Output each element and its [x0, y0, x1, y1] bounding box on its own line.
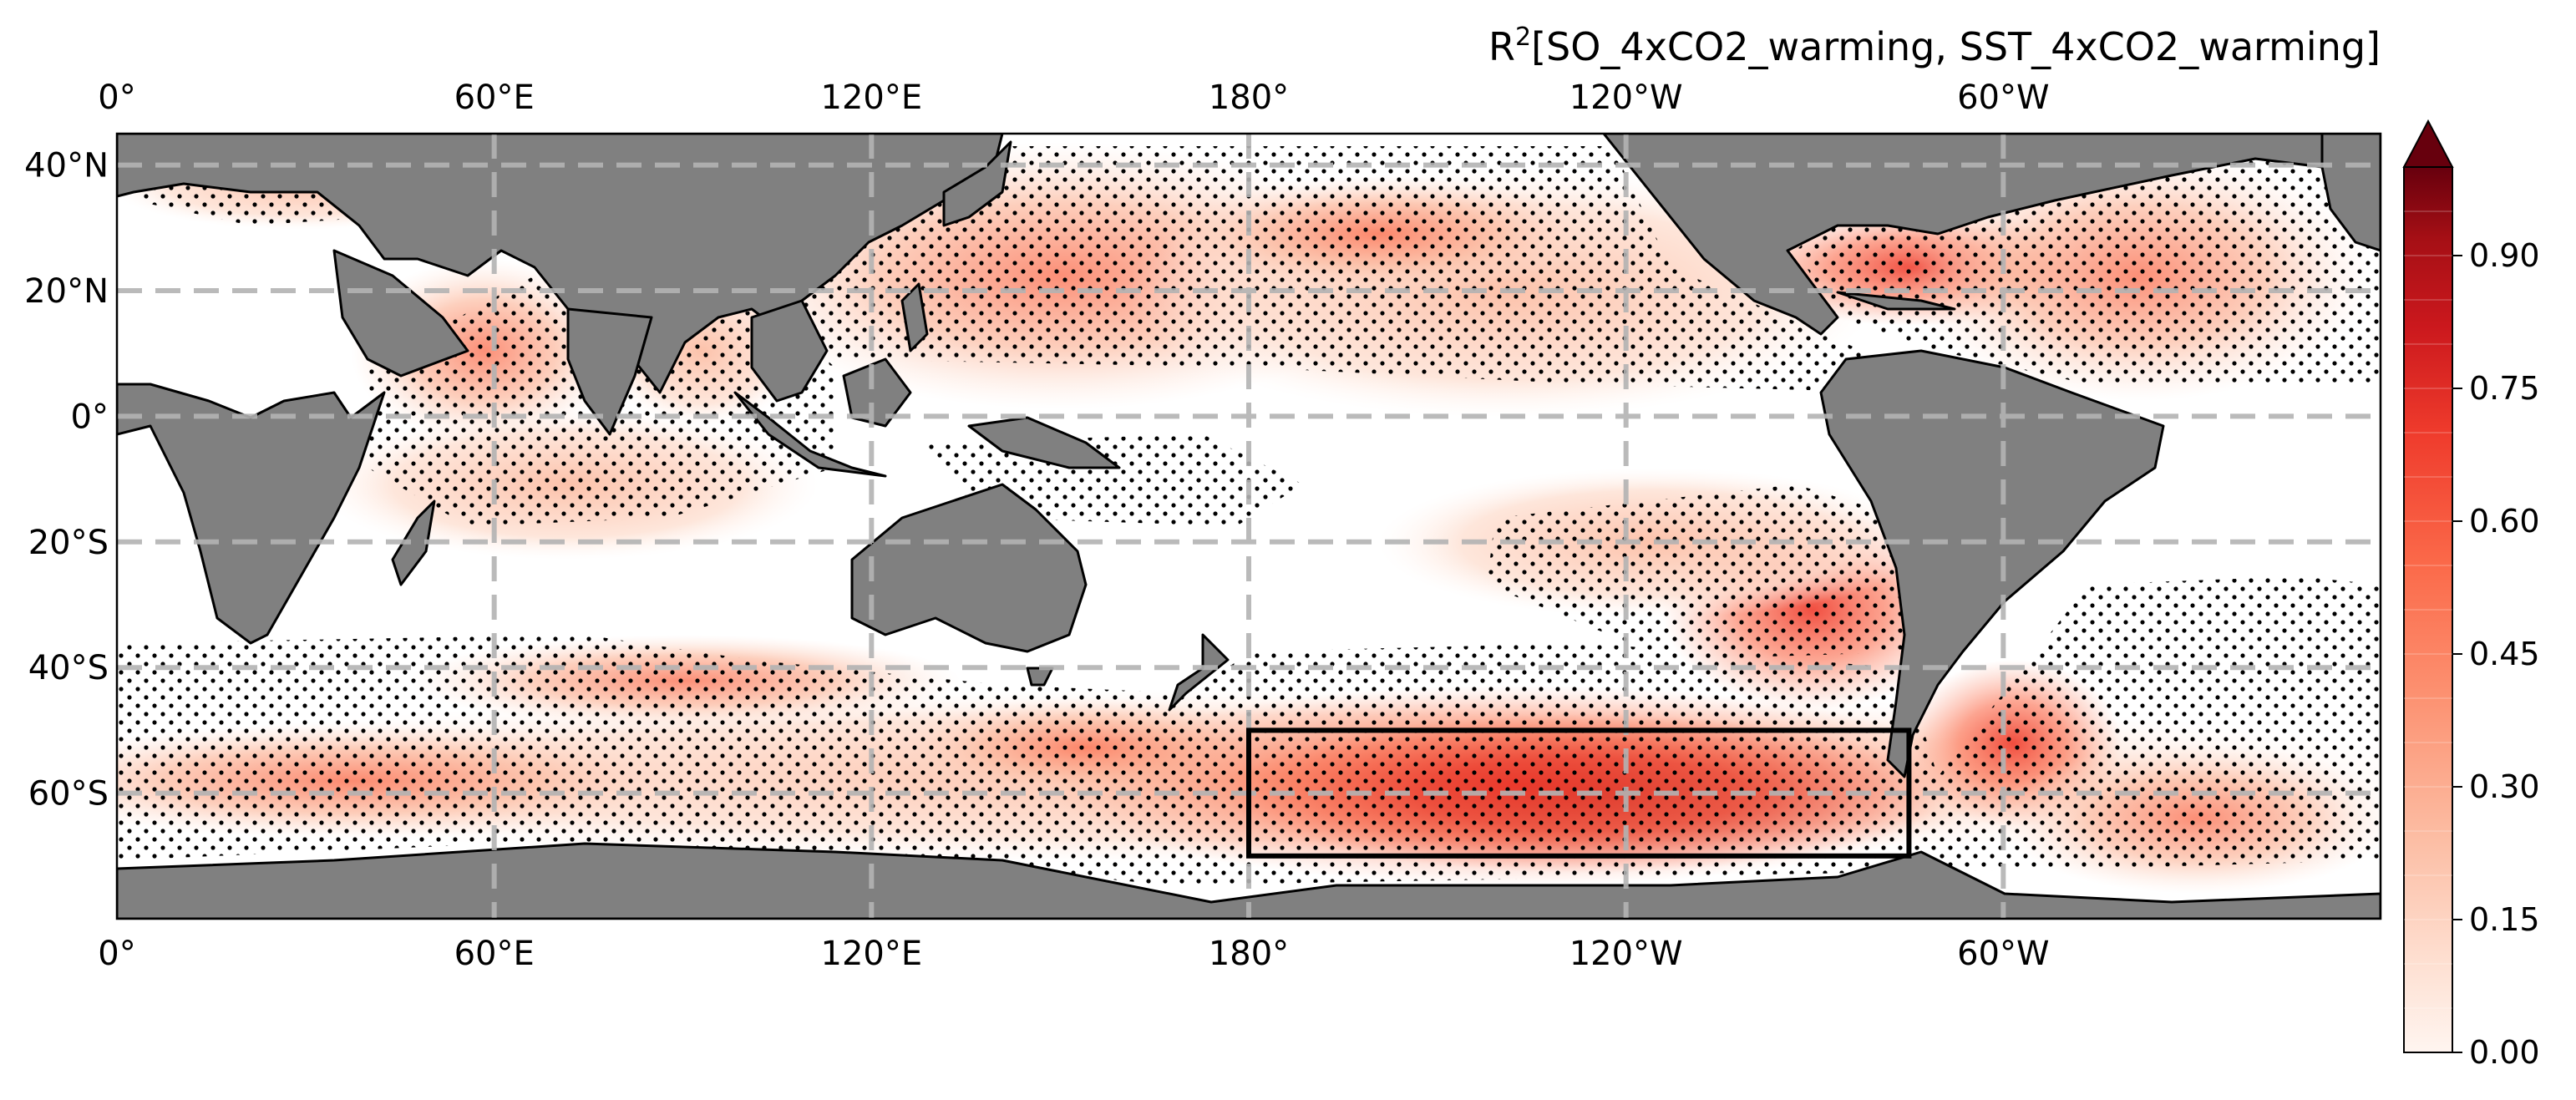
- land-new-guinea: [967, 416, 1121, 469]
- colorbar-levels: [2404, 210, 2452, 1009]
- colorbar-tick-label: 0.45: [2469, 636, 2540, 672]
- x-tick-label-top: 60°E: [454, 79, 535, 117]
- y-tick-label: 0°: [71, 398, 109, 436]
- land-madagascar: [391, 499, 436, 586]
- x-tick-label-bottom: 180°: [1209, 935, 1289, 973]
- land-southeast-asia: [750, 299, 829, 403]
- colorbar: 0.00 0.15 0.30 0.45 0.60 0.75 0.90: [2402, 119, 2540, 1071]
- x-ticks-bottom: 0° 60°E 120°E 180° 120°W 60°W: [98, 935, 2049, 973]
- land-india: [566, 307, 653, 436]
- x-tick-label-top: 120°W: [1569, 79, 1683, 117]
- region-box: [1246, 727, 1912, 859]
- map-frame: [115, 132, 2382, 920]
- colorbar-tick-label: 0.30: [2469, 768, 2540, 805]
- y-tick-label: 60°S: [28, 775, 109, 814]
- land-arabia: [332, 249, 469, 378]
- colorbar-tick-label: 0.90: [2469, 237, 2540, 274]
- map-title: R2[SO_4xCO2_warming, SST_4xCO2_warming]: [1488, 23, 2381, 69]
- stipple-se-pacific: [1487, 484, 1921, 660]
- land-borneo: [842, 357, 912, 428]
- land-caribbean-cuba: [1836, 291, 1956, 311]
- land-south-america: [1819, 349, 2165, 778]
- x-tick-label-bottom: 60°E: [454, 935, 535, 973]
- stipple-north-pacific: [752, 146, 1904, 393]
- x-ticks-top: 0° 60°E 120°E 180° 120°W 60°W: [98, 79, 2049, 117]
- colorbar-tick-label: 0.75: [2469, 370, 2540, 407]
- x-tick-label-top: 180°: [1209, 79, 1289, 117]
- x-tick-label-bottom: 120°W: [1569, 935, 1683, 973]
- land-antarctica: [117, 842, 2381, 919]
- x-tick-label-top: 120°E: [821, 79, 923, 117]
- x-tick-label-top: 0°: [98, 79, 135, 117]
- y-tick-label: 40°S: [28, 649, 109, 687]
- map-panel: [117, 134, 2381, 919]
- y-tick-label: 40°N: [24, 147, 109, 185]
- colorbar-tick-label: 0.15: [2469, 901, 2540, 938]
- y-ticks-left: 40°N 20°N 0° 20°S 40°S 60°S: [24, 147, 109, 814]
- y-tick-label: 20°S: [28, 524, 109, 562]
- colorbar-tick-label: 0.00: [2469, 1034, 2540, 1071]
- x-tick-label-bottom: 0°: [98, 935, 135, 973]
- x-tick-label-bottom: 60°W: [1957, 935, 2049, 973]
- land-australia: [850, 483, 1088, 653]
- land-sumatra-java: [733, 391, 887, 478]
- y-tick-label: 20°N: [24, 272, 109, 311]
- colorbar-tick-label: 0.60: [2469, 503, 2540, 540]
- colorbar-extend-arrow: [2402, 119, 2454, 168]
- land-masses: [117, 134, 2381, 919]
- x-tick-label-bottom: 120°E: [821, 935, 923, 973]
- land-north-america: [1602, 134, 2381, 336]
- colorbar-ticks: 0.00 0.15 0.30 0.45 0.60 0.75 0.90: [2452, 237, 2540, 1071]
- x-tick-label-top: 60°W: [1957, 79, 2049, 117]
